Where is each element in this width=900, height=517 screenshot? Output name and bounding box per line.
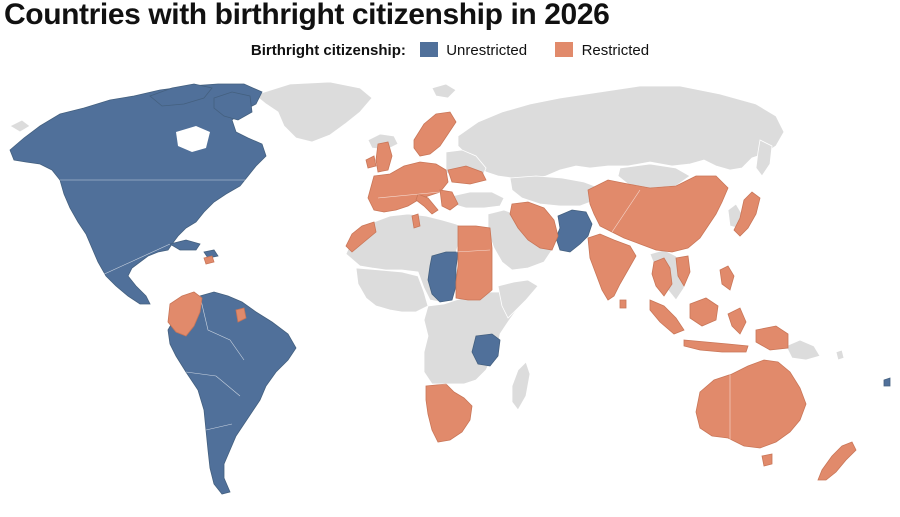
greenland [254, 81, 373, 143]
java-islands [683, 339, 749, 353]
morocco [345, 221, 377, 253]
new-guinea-west [755, 325, 789, 351]
new-zealand [817, 441, 857, 481]
dominican-republic [203, 255, 215, 265]
tasmania [761, 453, 773, 467]
philippines [719, 265, 735, 291]
world-map [9, 81, 891, 495]
tanzania [471, 333, 501, 367]
caribbean-islands [203, 249, 219, 259]
russia [457, 85, 785, 181]
iceland [367, 133, 399, 151]
sulawesi-moluccas [727, 307, 747, 335]
malaysia-sumatra [649, 299, 685, 335]
legend-label-unrestricted: Unrestricted [446, 42, 528, 59]
borneo [689, 297, 719, 327]
south-america [167, 291, 297, 495]
horn-of-africa [497, 279, 539, 319]
southern-africa [425, 383, 473, 443]
scandinavia [413, 111, 457, 157]
australia [695, 359, 807, 449]
pacific-islands [835, 349, 845, 361]
aleutians [9, 119, 31, 133]
legend: Birthright citizenship: Unrestricted Res… [0, 42, 900, 59]
italy [415, 193, 439, 215]
kamchatka [755, 139, 773, 177]
madagascar [511, 361, 531, 411]
india [587, 233, 637, 301]
egypt-sudan [455, 225, 493, 301]
legend-title: Birthright citizenship: [250, 42, 406, 59]
vietnam-laos [675, 255, 691, 287]
ireland [365, 155, 377, 169]
legend-swatch-unrestricted [420, 42, 439, 57]
svalbard [431, 83, 457, 99]
colombia [167, 291, 203, 337]
tunisia [411, 213, 421, 229]
pakistan [555, 209, 593, 253]
papua-new-guinea [785, 339, 821, 361]
southeast-asia-mainland [651, 257, 673, 297]
sri-lanka [619, 299, 627, 309]
united-kingdom [375, 141, 393, 173]
western-europe [367, 161, 449, 213]
fiji [883, 377, 891, 387]
legend-swatch-restricted [555, 42, 574, 57]
balkans-greece [439, 189, 459, 211]
chad [427, 251, 459, 303]
iran [509, 201, 559, 251]
baltic-strip [447, 165, 487, 185]
guyana [235, 307, 247, 323]
west-africa [355, 267, 429, 313]
legend-label-restricted: Restricted [581, 42, 650, 59]
turkey [451, 191, 505, 209]
cuba [168, 239, 201, 251]
japan [733, 191, 761, 237]
baffin-island [213, 91, 253, 121]
central-asia [509, 175, 601, 207]
china [587, 175, 729, 253]
map-title: Countries with birthright citizenship in… [4, 0, 610, 31]
arctic-islands [149, 83, 213, 107]
